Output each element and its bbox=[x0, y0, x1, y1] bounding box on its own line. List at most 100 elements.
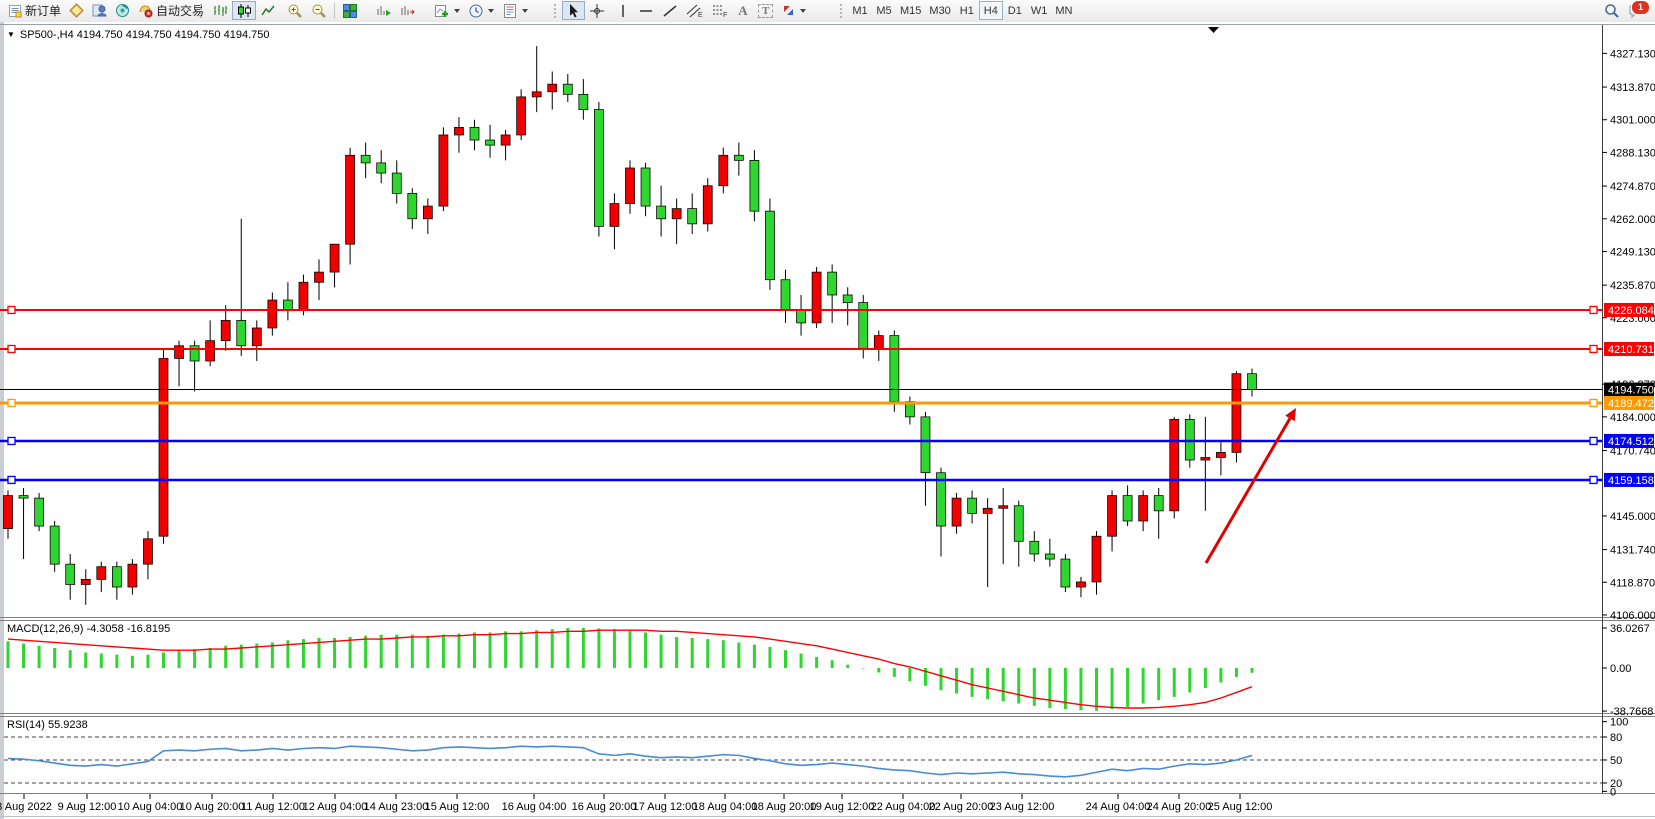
level-line-anchor bbox=[7, 398, 16, 408]
macd-histogram-bar bbox=[99, 653, 103, 668]
zoom-out-icon bbox=[311, 3, 327, 19]
timeframe-M1-button[interactable]: M1 bbox=[848, 1, 872, 20]
candle-body bbox=[920, 416, 931, 474]
time-tick-label: 18 Aug 20:00 bbox=[752, 801, 817, 813]
candle-body bbox=[562, 83, 573, 95]
data-window-button[interactable] bbox=[88, 1, 111, 20]
time-tick-label: 15 Aug 12:00 bbox=[425, 801, 490, 813]
macd-histogram-bar bbox=[1157, 668, 1161, 701]
crosshair-button[interactable] bbox=[585, 1, 609, 20]
price-tick-label: 4327.130 bbox=[1610, 48, 1655, 60]
chart-shift-button[interactable] bbox=[396, 1, 420, 20]
macd-histogram-bar bbox=[364, 635, 368, 668]
chart-shift-icon bbox=[400, 3, 416, 19]
periods-button[interactable] bbox=[464, 1, 498, 20]
text-button[interactable]: A bbox=[732, 1, 754, 20]
toolbar-drag-handle[interactable] bbox=[554, 3, 558, 18]
candlestick-chart-button[interactable] bbox=[232, 1, 256, 20]
macd-histogram-bar bbox=[333, 638, 337, 668]
candle-body bbox=[500, 134, 511, 146]
price-tick-label: 4313.870 bbox=[1610, 82, 1655, 94]
zoom-in-button[interactable] bbox=[283, 1, 307, 20]
trendline-button[interactable] bbox=[658, 1, 682, 20]
price-tick-label: 4235.870 bbox=[1610, 280, 1655, 292]
chat-button[interactable]: 1 bbox=[1624, 0, 1650, 20]
timeframe-H4-button[interactable]: H4 bbox=[978, 1, 1003, 20]
candle-body bbox=[127, 563, 138, 588]
zoom-out-button[interactable] bbox=[307, 1, 331, 20]
candle-body bbox=[80, 579, 91, 585]
macd-histogram-bar bbox=[473, 632, 476, 668]
indicators-button[interactable] bbox=[430, 1, 464, 20]
candle-body bbox=[749, 159, 760, 212]
candle-body bbox=[1169, 419, 1180, 512]
candle-body bbox=[827, 271, 838, 296]
time-tick-label: 18 Aug 04:00 bbox=[693, 801, 758, 813]
price-tag-label: 4189.472 bbox=[1608, 398, 1654, 410]
fibonacci-button[interactable]: F bbox=[707, 1, 732, 20]
time-tick-label: 16 Aug 04:00 bbox=[502, 801, 567, 813]
timeframe-M15-button[interactable]: M15 bbox=[896, 1, 925, 20]
toolbar-group-zoom bbox=[283, 0, 362, 21]
candle-body bbox=[1013, 505, 1024, 542]
market-watch-button[interactable] bbox=[65, 1, 88, 20]
chat-icon: 1 bbox=[1628, 0, 1650, 19]
macd-histogram-bar bbox=[130, 655, 134, 668]
macd-histogram-bar bbox=[115, 654, 119, 668]
tile-windows-button[interactable] bbox=[338, 1, 362, 20]
rsi-tick-label: 100 bbox=[1610, 717, 1628, 729]
macd-histogram-bar bbox=[255, 643, 259, 668]
new-order-button[interactable]: 新订单 bbox=[4, 1, 65, 20]
time-tick-label: 24 Aug 04:00 bbox=[1086, 801, 1151, 813]
chart-title-bar[interactable]: ▼ SP500-,H4 4194.750 4194.750 4194.750 41… bbox=[7, 29, 269, 41]
horizontal-line-button[interactable] bbox=[634, 1, 658, 20]
auto-scroll-button[interactable] bbox=[372, 1, 396, 20]
arrows-button[interactable] bbox=[777, 1, 810, 20]
level-line-anchor bbox=[1589, 475, 1598, 485]
timeframe-M30-button[interactable]: M30 bbox=[925, 1, 954, 20]
chart-canvas[interactable]: 4327.130 4313.870 4301.000 4288.130 4274.870… bbox=[0, 22, 1655, 819]
vertical-line-button[interactable] bbox=[612, 1, 634, 20]
cursor-button[interactable] bbox=[562, 1, 585, 20]
navigator-button[interactable] bbox=[111, 1, 134, 20]
macd-histogram-bar bbox=[162, 652, 165, 668]
collapse-triangle-icon[interactable]: ▼ bbox=[7, 30, 15, 39]
candle-body bbox=[407, 193, 418, 220]
macd-histogram-bar bbox=[939, 668, 943, 691]
macd-histogram-bar bbox=[504, 631, 508, 668]
candle-body bbox=[578, 93, 589, 110]
timeframe-W1-button[interactable]: W1 bbox=[1027, 1, 1052, 20]
macd-histogram-bar bbox=[628, 630, 632, 668]
timeframe-MN-button[interactable]: MN bbox=[1051, 1, 1076, 20]
timeframe-M5-button[interactable]: M5 bbox=[872, 1, 896, 20]
channel-button[interactable]: E bbox=[682, 1, 707, 20]
candle-body bbox=[936, 472, 946, 527]
templates-button[interactable] bbox=[498, 1, 532, 20]
timeframe-H1-button[interactable]: H1 bbox=[955, 1, 979, 20]
candle-body bbox=[1153, 495, 1164, 512]
auto-trading-button[interactable]: 自动交易 bbox=[134, 1, 208, 20]
candle-body bbox=[733, 154, 744, 161]
auto-trading-label: 自动交易 bbox=[156, 4, 205, 18]
toolbar-group-pointer bbox=[550, 0, 609, 21]
candle-body bbox=[469, 126, 480, 141]
macd-histogram-bar bbox=[923, 668, 927, 686]
search-button[interactable] bbox=[1600, 1, 1624, 20]
macd-histogram-bar bbox=[488, 632, 492, 668]
time-tick-label: 8 Aug 2022 bbox=[0, 801, 52, 813]
text-label-button[interactable]: T bbox=[754, 1, 777, 20]
candle-body bbox=[1247, 373, 1257, 390]
timeframe-D1-button[interactable]: D1 bbox=[1003, 1, 1027, 20]
macd-histogram-bar bbox=[1048, 668, 1052, 708]
candle-body bbox=[174, 345, 184, 359]
line-chart-button[interactable] bbox=[256, 1, 280, 20]
toolbar-drag-handle[interactable] bbox=[200, 3, 204, 18]
macd-tick-label: 0.00 bbox=[1610, 663, 1631, 675]
bar-chart-button[interactable] bbox=[208, 1, 232, 20]
toolbar-drag-handle[interactable] bbox=[840, 3, 844, 18]
time-tick-label: 17 Aug 12:00 bbox=[633, 801, 698, 813]
time-tick-label: 9 Aug 12:00 bbox=[58, 801, 117, 813]
macd-histogram-bar bbox=[675, 636, 679, 668]
rsi-indicator-label: RSI(14) 55.9238 bbox=[7, 719, 88, 731]
timeframe-buttons: M1 M5 M15 M30 H1 H4 D1 W1 MN bbox=[848, 1, 1076, 20]
